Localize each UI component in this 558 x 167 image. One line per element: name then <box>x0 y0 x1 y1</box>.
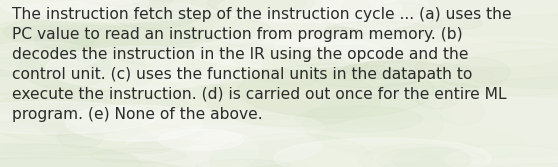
Ellipse shape <box>352 99 455 148</box>
Ellipse shape <box>210 133 374 167</box>
Ellipse shape <box>146 43 262 84</box>
Ellipse shape <box>91 0 367 21</box>
Ellipse shape <box>12 81 158 135</box>
Ellipse shape <box>271 146 443 167</box>
Ellipse shape <box>429 17 482 30</box>
Ellipse shape <box>345 144 558 159</box>
Ellipse shape <box>0 0 75 14</box>
Ellipse shape <box>253 63 494 88</box>
Ellipse shape <box>4 10 275 54</box>
Ellipse shape <box>0 144 143 167</box>
Ellipse shape <box>206 71 381 127</box>
Ellipse shape <box>0 120 203 155</box>
Ellipse shape <box>460 14 558 46</box>
Ellipse shape <box>0 102 55 123</box>
Ellipse shape <box>0 57 42 77</box>
Ellipse shape <box>273 35 405 57</box>
Ellipse shape <box>458 163 558 167</box>
Ellipse shape <box>214 11 327 48</box>
Ellipse shape <box>359 144 470 167</box>
Ellipse shape <box>196 159 291 167</box>
Ellipse shape <box>442 12 558 50</box>
Ellipse shape <box>143 112 324 141</box>
Ellipse shape <box>128 0 176 8</box>
Ellipse shape <box>455 49 558 89</box>
Ellipse shape <box>353 59 548 88</box>
Ellipse shape <box>0 129 137 151</box>
Ellipse shape <box>349 121 558 150</box>
Ellipse shape <box>428 37 558 66</box>
Ellipse shape <box>272 45 427 80</box>
Ellipse shape <box>191 0 307 12</box>
Ellipse shape <box>126 125 323 167</box>
Ellipse shape <box>46 46 235 90</box>
Ellipse shape <box>0 91 188 115</box>
Ellipse shape <box>184 44 323 96</box>
Ellipse shape <box>0 42 98 71</box>
Ellipse shape <box>473 76 558 98</box>
Ellipse shape <box>158 129 243 150</box>
Ellipse shape <box>0 0 148 20</box>
Ellipse shape <box>445 146 558 167</box>
Ellipse shape <box>274 138 492 167</box>
Ellipse shape <box>0 19 139 68</box>
Ellipse shape <box>65 105 202 141</box>
Ellipse shape <box>0 53 158 95</box>
Ellipse shape <box>193 36 383 68</box>
Ellipse shape <box>41 122 75 136</box>
Ellipse shape <box>0 79 204 120</box>
Text: The instruction fetch step of the instruction cycle ... (a) uses the
PC value to: The instruction fetch step of the instru… <box>12 7 512 122</box>
Ellipse shape <box>110 2 199 29</box>
Ellipse shape <box>238 63 434 118</box>
Ellipse shape <box>343 61 448 79</box>
Ellipse shape <box>20 44 110 89</box>
Ellipse shape <box>284 45 394 69</box>
Ellipse shape <box>0 17 105 54</box>
Ellipse shape <box>304 95 444 153</box>
Ellipse shape <box>353 161 508 167</box>
Ellipse shape <box>377 82 479 95</box>
Ellipse shape <box>376 127 526 161</box>
Ellipse shape <box>0 158 179 167</box>
Ellipse shape <box>71 24 232 74</box>
Ellipse shape <box>238 0 504 28</box>
Ellipse shape <box>219 0 402 22</box>
Ellipse shape <box>226 98 483 136</box>
Ellipse shape <box>256 70 493 106</box>
Ellipse shape <box>295 106 422 132</box>
Ellipse shape <box>462 0 558 12</box>
Ellipse shape <box>415 42 558 96</box>
Ellipse shape <box>0 92 124 142</box>
Ellipse shape <box>325 21 434 39</box>
Ellipse shape <box>131 149 315 167</box>
Ellipse shape <box>140 87 354 107</box>
Ellipse shape <box>320 0 429 30</box>
Ellipse shape <box>11 0 207 22</box>
Ellipse shape <box>35 29 95 50</box>
Ellipse shape <box>69 55 240 84</box>
Ellipse shape <box>0 25 198 53</box>
Ellipse shape <box>379 3 426 16</box>
Ellipse shape <box>90 148 186 163</box>
Ellipse shape <box>249 113 325 131</box>
Ellipse shape <box>377 147 486 167</box>
Ellipse shape <box>358 142 511 167</box>
Ellipse shape <box>0 35 19 75</box>
Ellipse shape <box>162 82 227 99</box>
Ellipse shape <box>0 143 104 158</box>
Ellipse shape <box>157 123 425 167</box>
Ellipse shape <box>475 132 558 164</box>
Ellipse shape <box>301 31 437 61</box>
Ellipse shape <box>0 102 156 134</box>
Ellipse shape <box>188 132 258 167</box>
Ellipse shape <box>208 0 315 14</box>
Ellipse shape <box>436 57 511 87</box>
Ellipse shape <box>126 142 171 154</box>
Ellipse shape <box>392 148 472 167</box>
Ellipse shape <box>208 96 314 120</box>
Ellipse shape <box>117 45 346 70</box>
